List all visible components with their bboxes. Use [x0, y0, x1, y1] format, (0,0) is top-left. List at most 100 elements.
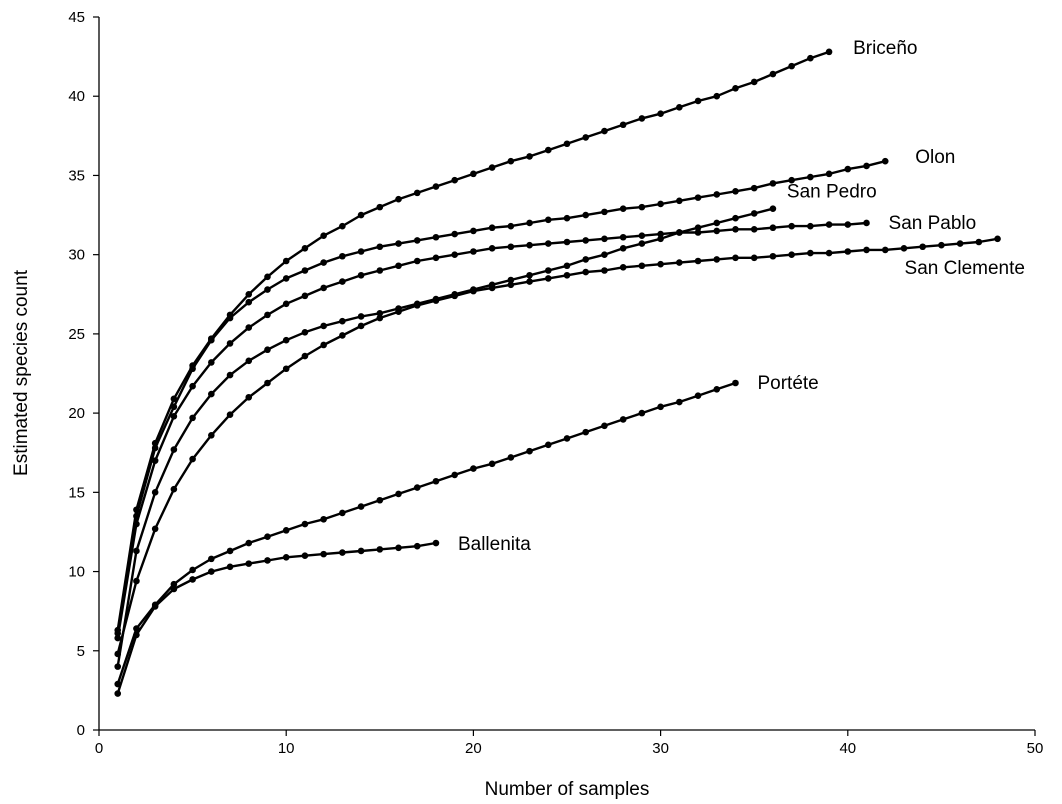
series-label-san-pablo: San Pablo: [889, 213, 977, 234]
data-point: [245, 324, 253, 331]
series-label-briceno: Briceño: [853, 38, 917, 59]
data-point: [301, 329, 309, 336]
data-point: [601, 251, 608, 258]
data-point: [638, 409, 646, 417]
data-point: [750, 184, 758, 192]
data-point: [657, 110, 664, 117]
data-point: [825, 170, 833, 178]
data-point: [264, 557, 271, 564]
data-point: [413, 257, 421, 265]
y-axis-ticks: 0 5 10 15 20 25 30 35 40 45: [68, 9, 99, 739]
data-point: [170, 446, 178, 453]
data-point: [357, 503, 365, 510]
data-point: [488, 245, 496, 252]
data-point: [413, 189, 421, 197]
data-point: [844, 165, 852, 173]
data-point: [264, 533, 271, 540]
data-point: [226, 314, 234, 322]
data-point: [544, 240, 552, 247]
series-group: [114, 48, 1001, 697]
x-tick-label: 50: [1027, 740, 1044, 757]
y-tick-label: 15: [68, 484, 85, 501]
data-point: [807, 249, 814, 257]
data-point: [301, 267, 309, 274]
data-point: [376, 267, 384, 274]
data-point: [432, 477, 440, 485]
data-point: [844, 221, 852, 228]
data-point: [208, 390, 215, 398]
data-point: [526, 241, 533, 249]
data-point: [226, 547, 234, 555]
data-point: [208, 431, 215, 439]
data-point: [488, 164, 496, 171]
data-point: [189, 414, 196, 422]
data-point: [563, 262, 571, 270]
data-point: [282, 527, 290, 534]
x-tick-label: 0: [95, 740, 103, 757]
series-san-clemente: [114, 235, 1001, 658]
data-point: [825, 48, 833, 56]
data-point: [245, 393, 253, 401]
data-point: [582, 428, 590, 436]
data-point: [151, 489, 159, 496]
data-point: [189, 365, 196, 373]
data-point: [788, 176, 795, 184]
data-point: [264, 286, 271, 293]
data-point: [788, 222, 795, 230]
data-point: [582, 256, 590, 263]
data-point: [582, 211, 590, 219]
data-point: [657, 260, 664, 268]
data-point: [638, 240, 646, 247]
data-point: [507, 281, 515, 289]
data-point: [488, 284, 496, 292]
data-point: [339, 278, 346, 285]
data-point: [151, 444, 159, 452]
y-tick-label: 10: [68, 564, 85, 581]
data-point: [226, 411, 234, 418]
data-point: [713, 386, 721, 393]
x-axis-title: Number of samples: [485, 779, 650, 800]
series-line-portete: [116, 381, 736, 685]
data-point: [432, 297, 440, 304]
data-point: [975, 238, 983, 246]
data-point: [226, 371, 234, 379]
data-point: [470, 248, 477, 255]
data-point: [694, 229, 702, 236]
data-point: [676, 259, 683, 266]
data-point: [488, 460, 496, 468]
data-point: [413, 302, 421, 309]
data-point: [544, 216, 552, 224]
data-point: [601, 267, 608, 274]
data-point: [488, 224, 496, 232]
data-point: [807, 222, 814, 230]
data-point: [582, 237, 590, 244]
data-point: [151, 457, 159, 464]
series-label-olon: Olon: [915, 147, 955, 168]
data-point: [395, 490, 402, 498]
series-label-portete: Portéte: [757, 373, 818, 394]
data-point: [657, 230, 664, 238]
y-tick-label: 0: [77, 722, 85, 739]
data-point: [732, 85, 739, 92]
data-point: [432, 539, 440, 547]
data-point: [170, 395, 178, 403]
data-point: [282, 257, 290, 265]
data-point: [732, 226, 739, 233]
data-point: [676, 197, 683, 205]
data-point: [750, 78, 758, 86]
data-point: [282, 300, 290, 308]
data-point: [582, 134, 590, 141]
data-point: [676, 229, 683, 236]
data-point: [563, 271, 571, 279]
data-point: [133, 520, 140, 528]
data-point: [825, 221, 833, 228]
data-point: [208, 568, 215, 575]
series-label-san-clemente: San Clemente: [905, 258, 1025, 279]
data-point: [657, 200, 664, 208]
data-point: [694, 257, 702, 265]
data-point: [750, 226, 758, 233]
data-point: [619, 416, 627, 423]
data-point: [563, 435, 571, 442]
data-point: [470, 287, 477, 295]
